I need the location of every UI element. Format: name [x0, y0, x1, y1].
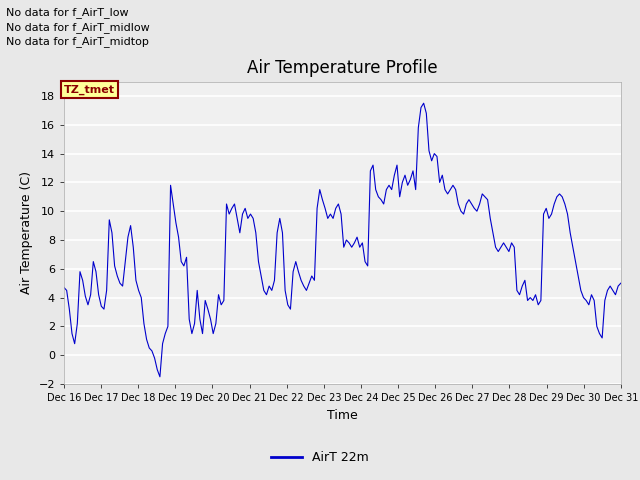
Text: No data for f_AirT_midtop: No data for f_AirT_midtop — [6, 36, 149, 47]
Y-axis label: Air Temperature (C): Air Temperature (C) — [20, 171, 33, 294]
Text: TZ_tmet: TZ_tmet — [64, 84, 115, 95]
Title: Air Temperature Profile: Air Temperature Profile — [247, 59, 438, 77]
Legend: AirT 22m: AirT 22m — [266, 446, 374, 469]
X-axis label: Time: Time — [327, 408, 358, 421]
Text: No data for f_AirT_low: No data for f_AirT_low — [6, 7, 129, 18]
Text: No data for f_AirT_midlow: No data for f_AirT_midlow — [6, 22, 150, 33]
